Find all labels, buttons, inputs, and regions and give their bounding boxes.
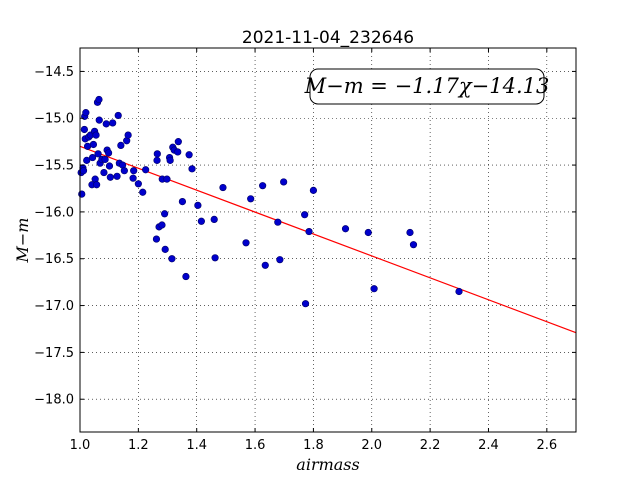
data-point bbox=[163, 175, 171, 183]
x-tick-label: 1.0 bbox=[70, 438, 91, 453]
data-point bbox=[161, 210, 169, 218]
data-point bbox=[106, 173, 114, 181]
data-point bbox=[370, 285, 378, 293]
y-tick-label: −15.0 bbox=[34, 112, 74, 127]
x-tick-label: 2.6 bbox=[536, 438, 557, 453]
data-point bbox=[124, 131, 132, 139]
data-point bbox=[406, 228, 414, 237]
y-tick-label: −15.5 bbox=[34, 159, 74, 174]
data-point bbox=[95, 95, 103, 104]
data-point bbox=[168, 255, 176, 263]
data-point bbox=[120, 167, 128, 175]
equation-annotation: M−m = −1.17χ−14.13 bbox=[304, 68, 550, 105]
data-points bbox=[77, 95, 463, 308]
data-point bbox=[194, 201, 202, 209]
x-tick-label: 1.8 bbox=[303, 438, 324, 453]
data-point bbox=[93, 181, 101, 189]
data-point bbox=[82, 109, 90, 117]
data-point bbox=[242, 239, 250, 247]
data-point bbox=[101, 155, 109, 164]
data-point bbox=[153, 150, 161, 158]
data-point bbox=[89, 140, 98, 149]
y-tick-label: −18.0 bbox=[34, 393, 74, 408]
axis-ticks: 1.0 1.2 1.4 1.6 1.8 2.0 2.2 2.4 2.6 −14.5 −15.0 −15… bbox=[34, 48, 576, 453]
data-point bbox=[79, 167, 88, 175]
data-point bbox=[364, 228, 372, 237]
data-point bbox=[178, 198, 187, 206]
data-point bbox=[188, 165, 196, 173]
data-point bbox=[161, 245, 169, 253]
data-point bbox=[210, 215, 218, 223]
data-point bbox=[88, 153, 97, 162]
data-point bbox=[152, 235, 161, 243]
y-axis-label: M−m bbox=[13, 218, 32, 264]
y-tick-label: −17.0 bbox=[34, 299, 74, 314]
data-point bbox=[105, 162, 114, 170]
x-tick-label: 2.0 bbox=[361, 438, 382, 453]
x-tick-label: 1.6 bbox=[245, 438, 266, 453]
annotation-text: M−m = −1.17χ−14.13 bbox=[304, 74, 550, 98]
data-point bbox=[211, 254, 219, 262]
data-point bbox=[114, 111, 122, 120]
chart-title: 2021-11-04_232646 bbox=[242, 28, 414, 48]
data-point bbox=[301, 300, 310, 308]
data-point bbox=[117, 141, 125, 150]
data-point bbox=[153, 156, 161, 164]
data-point bbox=[409, 241, 418, 249]
data-point bbox=[113, 172, 121, 180]
data-point bbox=[274, 218, 282, 226]
data-point bbox=[78, 190, 86, 198]
data-point bbox=[309, 186, 318, 194]
data-point bbox=[158, 221, 166, 229]
data-point bbox=[280, 178, 288, 186]
data-point bbox=[102, 120, 110, 128]
data-point bbox=[166, 156, 174, 164]
data-point bbox=[174, 148, 182, 156]
data-point bbox=[139, 188, 147, 196]
x-tick-label: 2.4 bbox=[478, 438, 499, 453]
data-point bbox=[247, 195, 255, 203]
data-point bbox=[182, 272, 190, 281]
data-point bbox=[142, 166, 150, 174]
data-point bbox=[130, 167, 138, 175]
data-point bbox=[129, 174, 137, 182]
data-point bbox=[92, 131, 100, 139]
data-point bbox=[80, 125, 88, 134]
x-tick-label: 1.4 bbox=[186, 438, 207, 453]
data-point bbox=[276, 256, 284, 264]
data-point bbox=[174, 138, 182, 146]
data-point bbox=[134, 180, 142, 188]
data-point bbox=[341, 225, 350, 233]
x-tick-label: 1.2 bbox=[128, 438, 149, 453]
data-point bbox=[261, 261, 269, 269]
x-tick-label: 2.2 bbox=[420, 438, 441, 453]
data-point bbox=[301, 211, 309, 219]
y-tick-label: −14.5 bbox=[34, 65, 74, 80]
data-point bbox=[109, 119, 117, 127]
plot-frame bbox=[79, 47, 577, 433]
data-point bbox=[83, 156, 91, 164]
data-point bbox=[185, 151, 193, 159]
data-point bbox=[95, 116, 103, 124]
y-tick-label: −16.5 bbox=[34, 252, 74, 267]
data-point bbox=[455, 287, 463, 296]
data-point bbox=[219, 183, 227, 192]
data-point bbox=[100, 168, 108, 177]
data-point bbox=[305, 227, 313, 236]
x-axis-label: airmass bbox=[296, 455, 359, 474]
data-point bbox=[104, 149, 113, 157]
data-point bbox=[197, 217, 205, 225]
data-point bbox=[94, 150, 102, 158]
y-tick-label: −17.5 bbox=[34, 346, 74, 361]
y-tick-label: −16.0 bbox=[34, 205, 74, 220]
data-point bbox=[259, 182, 267, 190]
annotation-box bbox=[309, 68, 545, 105]
